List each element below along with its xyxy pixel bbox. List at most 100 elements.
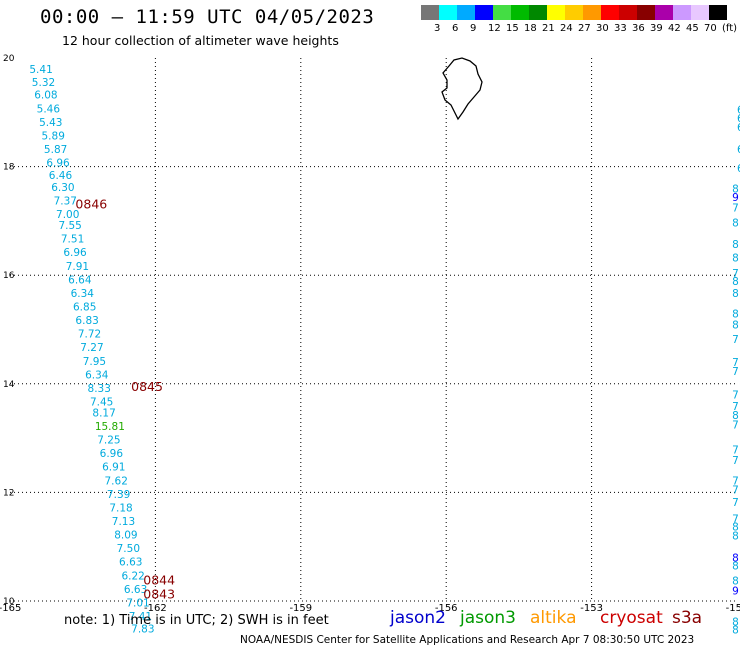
legend-jason3: jason3 <box>460 608 516 628</box>
island-outline <box>441 57 483 121</box>
y-tick-label: 20 <box>3 54 15 64</box>
wave-height-value: 6 <box>737 122 740 134</box>
wave-height-value: 8.90 <box>732 625 740 637</box>
wave-height-value: 8.45 <box>732 616 740 628</box>
wave-height-value: 7.51 <box>61 234 84 246</box>
colorbar-label: 21 <box>542 23 555 34</box>
colorbar-label: 27 <box>578 23 591 34</box>
wave-height-value: 7.45 <box>90 397 113 409</box>
wave-height-value: 7.25 <box>97 435 120 447</box>
wave-height-value: 7.36 <box>732 444 740 456</box>
wave-height-value: 6.34 <box>85 369 109 381</box>
legend-cryosat: cryosat <box>600 608 663 628</box>
x-tick-label: -156 <box>435 603 458 614</box>
wave-height-value: 8.1 <box>732 217 740 229</box>
colorbar-swatch <box>529 5 547 20</box>
wave-height-value: 7.43 <box>732 366 740 378</box>
map-subtitle: 12 hour collection of altimeter wave hei… <box>62 33 339 48</box>
wave-height-value: 8.47 <box>732 288 740 300</box>
wave-height-value: 7.39 <box>107 489 130 501</box>
wave-height-value: 6.08 <box>34 90 57 102</box>
wave-height-value: 6.91 <box>102 462 125 474</box>
wave-height-value: 7.75 <box>732 475 740 487</box>
x-tick-label: -162 <box>144 603 167 614</box>
wave-height-value: 6.22 <box>121 570 144 582</box>
colorbar-label: 12 <box>488 23 501 34</box>
wave-height-value: 7.85 <box>732 513 740 525</box>
y-tick-label: 12 <box>3 488 14 498</box>
wave-height-value: 6.96 <box>100 448 124 460</box>
wave-height-value: 7.98 <box>732 419 740 431</box>
colorbar-swatch <box>457 5 475 20</box>
wave-height-value: 7.80 <box>732 389 740 401</box>
pass-time-label: 0843 <box>143 586 175 601</box>
wave-height-value: 7.13 <box>112 516 135 528</box>
wave-height-value: 6.64 <box>68 274 92 286</box>
wave-height-value: 7.00 <box>56 209 79 221</box>
wave-height-value: 7.95 <box>83 356 106 368</box>
wave-height-value: 8.58 <box>732 309 740 321</box>
wave-height-value: 7.55 <box>58 220 81 232</box>
colorbar-swatch <box>637 5 655 20</box>
colorbar-label: 18 <box>524 23 537 34</box>
colorbar-label: 70 <box>704 23 717 34</box>
wave-height-value: 7.72 <box>78 329 101 341</box>
wave-height-value: 6.83 <box>75 315 98 327</box>
wave-height-value: 7.96 <box>732 484 740 496</box>
x-tick-label: -159 <box>289 603 312 614</box>
colorbar-swatch <box>565 5 583 20</box>
footer-credit: NOAA/NESDIS Center for Satellite Applica… <box>240 634 695 646</box>
colorbar-label: 6 <box>452 23 459 34</box>
legend-s3a: s3a <box>672 608 703 628</box>
wave-height-value: 8.17 <box>92 407 115 419</box>
wave-height-value: 5.41 <box>29 64 52 76</box>
y-tick-label: 18 <box>3 163 15 173</box>
wave-height-value: 6.85 <box>73 301 96 313</box>
colorbar-label: 36 <box>632 23 645 34</box>
wave-height-value: 8.33 <box>88 383 111 395</box>
wave-height-value: 6.46 <box>49 170 73 182</box>
wave-height-value: 5.32 <box>32 77 55 89</box>
wave-height-value: 7.41 <box>129 611 152 623</box>
y-tick-label: 16 <box>3 271 15 281</box>
colorbar-label: 30 <box>596 23 609 34</box>
wave-height-value: 5.87 <box>44 144 67 156</box>
map-title: 00:00 – 11:59 UTC 04/05/2023 <box>40 6 375 28</box>
wave-height-value: 8.42 <box>732 561 740 573</box>
wave-height-value: 7.01 <box>126 597 149 609</box>
wave-height-value: 6.96 <box>63 247 87 259</box>
y-tick-label: 10 <box>3 597 15 607</box>
wave-height-value: 8.04 <box>732 410 740 422</box>
wave-height-value: 7.65 <box>732 334 740 346</box>
colorbar-swatch <box>601 5 619 20</box>
colorbar-swatch <box>547 5 565 20</box>
colorbar-label: 42 <box>668 23 681 34</box>
wave-height-value: 7.58 <box>732 357 740 369</box>
colorbar-swatch <box>511 5 529 20</box>
wave-height-value: 7.50 <box>117 543 140 555</box>
wave-height-value: 7.18 <box>109 502 132 514</box>
legend-altika: altika <box>530 608 577 628</box>
wave-height-value: 5.43 <box>39 117 62 129</box>
wave-height-value: 8.09 <box>114 530 137 542</box>
colorbar-label: 39 <box>650 23 663 34</box>
colorbar-swatch <box>583 5 601 20</box>
x-tick-label: -150 <box>726 603 740 614</box>
colorbar-swatch <box>691 5 709 20</box>
wave-height-value: 7.83 <box>131 623 154 635</box>
wave-height-value: 9.03 <box>732 585 740 597</box>
x-tick-label: -153 <box>580 603 603 614</box>
wave-height-value: 6 <box>737 163 740 175</box>
wave-height-value: 6.30 <box>51 182 74 194</box>
colorbar-swatch <box>475 5 493 20</box>
wave-height-value: 15.81 <box>95 421 125 433</box>
wave-height-value: 8. <box>732 184 740 196</box>
wave-height-value: 7.4 <box>732 203 740 215</box>
pass-time-label: 0844 <box>143 573 175 588</box>
pass-time-label: 0846 <box>75 196 107 211</box>
wave-height-value: 7.7 <box>732 268 740 280</box>
colorbar-label: 33 <box>614 23 627 34</box>
wave-height-value: 8.41 <box>732 552 740 564</box>
colorbar-swatch <box>655 5 673 20</box>
wave-height-value: 6 <box>737 144 740 156</box>
